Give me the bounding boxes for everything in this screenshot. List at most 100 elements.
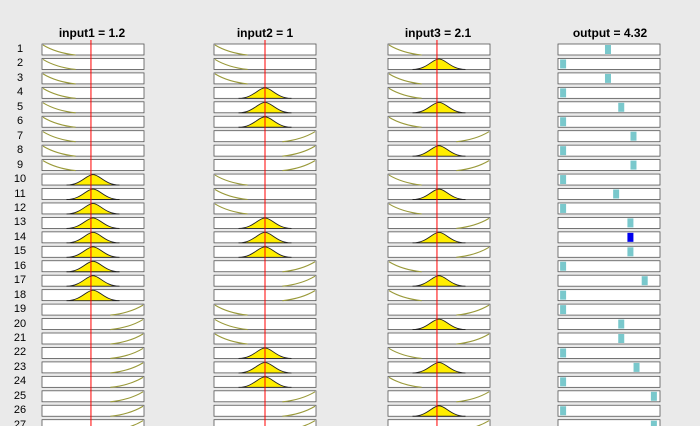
output-rule-cell[interactable]: [557, 202, 661, 215]
rule-cell-box: [387, 375, 491, 388]
output-rule-cell[interactable]: [557, 144, 661, 157]
output-rule-cell[interactable]: [557, 86, 661, 99]
output-rule-cell[interactable]: [557, 318, 661, 330]
mf-curve-high: [282, 405, 316, 417]
input3-rule-cell[interactable]: [387, 419, 491, 426]
rule-cell-box: [557, 159, 661, 172]
input3-rule-cell[interactable]: [387, 58, 491, 70]
input1-rule-cell[interactable]: [41, 159, 145, 172]
rule-cell-box: [557, 390, 661, 403]
output-rule-cell[interactable]: [557, 72, 661, 85]
input1-rule-cell[interactable]: [41, 43, 145, 56]
output-rule-cell[interactable]: [557, 130, 661, 143]
input3-rule-cell[interactable]: [387, 245, 491, 258]
input3-rule-cell[interactable]: [387, 289, 491, 302]
output-rule-cell[interactable]: [557, 361, 661, 374]
input1-rule-cell[interactable]: [41, 202, 145, 215]
input1-rule-cell[interactable]: [41, 86, 145, 99]
rule-cell-box: [557, 303, 661, 316]
output-rule-cell[interactable]: [557, 347, 661, 359]
mf-curve-low: [214, 174, 248, 186]
output-rule-cell[interactable]: [557, 303, 661, 316]
mf-curve-mid: [412, 361, 466, 374]
input1-rule-cell[interactable]: [41, 375, 145, 388]
input1-rule-cell[interactable]: [41, 231, 145, 244]
input3-rule-cell[interactable]: [387, 202, 491, 215]
output-rule-cell[interactable]: [557, 245, 661, 258]
input3-rule-cell[interactable]: [387, 86, 491, 99]
input1-rule-cell[interactable]: [41, 144, 145, 157]
output-rule-cell[interactable]: [557, 115, 661, 128]
input1-rule-cell[interactable]: [41, 274, 145, 287]
input1-rule-cell[interactable]: [41, 188, 145, 200]
output-bar: [641, 276, 648, 286]
input3-rule-cell[interactable]: [387, 188, 491, 200]
output-rule-cell[interactable]: [557, 231, 661, 244]
input3-rule-cell[interactable]: [387, 347, 491, 359]
input1-rule-cell[interactable]: [41, 101, 145, 114]
mf-curve-low: [388, 44, 422, 56]
input3-rule-cell[interactable]: [387, 361, 491, 374]
input3-rule-cell[interactable]: [387, 404, 491, 417]
mf-curve-mid: [412, 188, 466, 200]
input1-rule-cell[interactable]: [41, 303, 145, 316]
input3-rule-cell[interactable]: [387, 173, 491, 186]
rule-cell-box: [41, 43, 145, 56]
input3-rule-cell[interactable]: [387, 216, 491, 229]
mf-curve-mid: [66, 217, 120, 229]
input1-rule-cell[interactable]: [41, 216, 145, 229]
output-rule-cell[interactable]: [557, 159, 661, 172]
input1-rule-cell[interactable]: [41, 58, 145, 70]
input3-rule-cell[interactable]: [387, 318, 491, 330]
output-bar: [560, 377, 567, 387]
input3-rule-cell[interactable]: [387, 332, 491, 345]
mf-curve-high: [282, 160, 316, 172]
input1-rule-cell[interactable]: [41, 245, 145, 258]
input1-rule-cell[interactable]: [41, 347, 145, 359]
input3-rule-cell[interactable]: [387, 274, 491, 287]
input1-rule-cell[interactable]: [41, 173, 145, 186]
input1-rule-cell[interactable]: [41, 404, 145, 417]
input3-rule-cell[interactable]: [387, 159, 491, 172]
output-rule-cell[interactable]: [557, 173, 661, 186]
output-rule-cell[interactable]: [557, 274, 661, 287]
output-rule-cell[interactable]: [557, 101, 661, 114]
input3-rule-cell[interactable]: [387, 130, 491, 143]
input3-rule-cell[interactable]: [387, 43, 491, 56]
output-rule-cell[interactable]: [557, 260, 661, 273]
input1-rule-cell[interactable]: [41, 289, 145, 302]
input1-rule-cell[interactable]: [41, 419, 145, 426]
input1-rule-cell[interactable]: [41, 390, 145, 403]
output-rule-cell[interactable]: [557, 58, 661, 70]
input1-rule-cell[interactable]: [41, 361, 145, 374]
mf-curve-high: [282, 275, 316, 287]
input3-rule-cell[interactable]: [387, 144, 491, 157]
input1-rule-cell[interactable]: [41, 260, 145, 273]
input1-rule-cell[interactable]: [41, 115, 145, 128]
input3-rule-cell[interactable]: [387, 101, 491, 114]
output-rule-cell[interactable]: [557, 404, 661, 417]
input3-rule-cell[interactable]: [387, 303, 491, 316]
mf-curve-high: [110, 304, 144, 316]
input1-rule-cell[interactable]: [41, 72, 145, 85]
input3-rule-cell[interactable]: [387, 231, 491, 244]
input3-rule-cell[interactable]: [387, 72, 491, 85]
input3-rule-cell[interactable]: [387, 375, 491, 388]
output-rule-cell[interactable]: [557, 375, 661, 388]
output-rule-cell[interactable]: [557, 332, 661, 345]
input3-rule-cell[interactable]: [387, 390, 491, 403]
input1-rule-cell[interactable]: [41, 318, 145, 331]
mf-curve-mid: [412, 231, 466, 244]
output-rule-cell[interactable]: [557, 419, 661, 426]
output-rule-cell[interactable]: [557, 188, 661, 200]
input1-rule-cell[interactable]: [41, 130, 145, 143]
output-rule-cell[interactable]: [557, 43, 661, 56]
mf-curve-low: [42, 44, 76, 56]
input3-rule-cell[interactable]: [387, 115, 491, 128]
output-rule-cell[interactable]: [557, 216, 661, 229]
output-rule-cell[interactable]: [557, 289, 661, 302]
input3-rule-cell[interactable]: [387, 260, 491, 273]
output-rule-cell[interactable]: [557, 390, 661, 403]
input1-rule-cell[interactable]: [41, 332, 145, 345]
